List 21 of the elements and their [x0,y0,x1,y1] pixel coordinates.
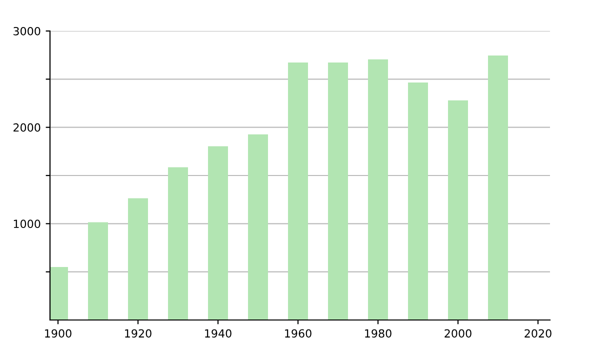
bar [448,100,468,320]
x-tick-label: 1960 [285,329,312,338]
x-tick-label: 2020 [524,329,552,338]
bar [88,222,108,320]
x-tick-label: 1940 [205,329,232,338]
bar [288,62,308,320]
bar [208,146,228,320]
bar [408,82,428,320]
x-tick-label: 1900 [45,329,72,338]
y-tick-label: 2000 [14,123,40,132]
bar [328,62,348,320]
y-tick-label: 3000 [14,26,40,36]
bar [128,198,148,320]
x-tick-label: 2000 [444,329,472,338]
x-tick-label: 1920 [125,329,152,338]
y-tick-label: 1000 [14,220,40,228]
bar [368,59,388,320]
bar [488,55,508,320]
x-tick-label: 1980 [365,329,392,338]
bar [248,134,268,320]
bar [168,167,188,320]
